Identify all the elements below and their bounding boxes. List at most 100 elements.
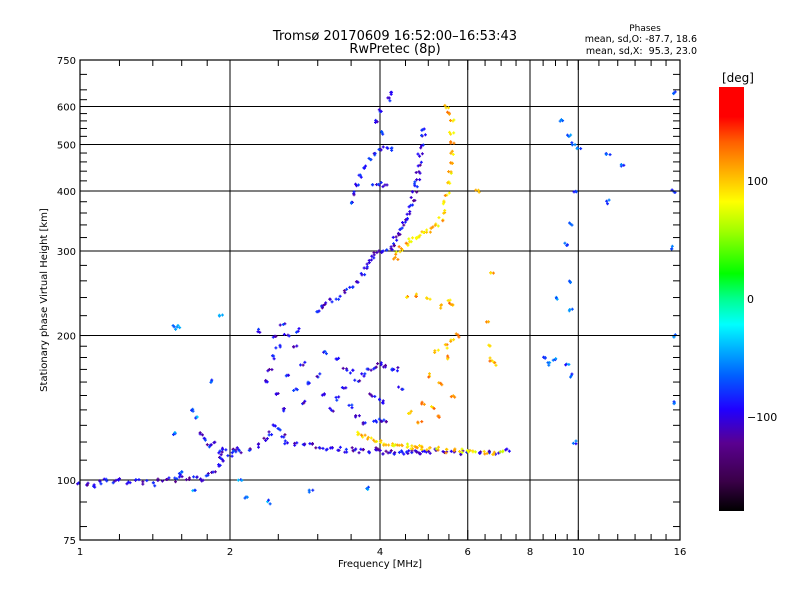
data-point bbox=[303, 360, 307, 364]
data-point bbox=[672, 400, 676, 404]
data-point bbox=[383, 363, 387, 367]
data-point bbox=[396, 231, 400, 235]
data-point bbox=[442, 199, 446, 203]
data-point bbox=[418, 233, 422, 237]
data-point bbox=[365, 487, 369, 491]
data-point bbox=[360, 433, 364, 437]
data-point bbox=[283, 433, 287, 437]
data-point bbox=[409, 196, 413, 200]
series-high-frequency-sparse-echoes bbox=[542, 90, 677, 446]
data-point bbox=[328, 297, 332, 301]
data-point bbox=[574, 442, 578, 446]
data-point bbox=[278, 323, 282, 327]
data-point bbox=[488, 359, 492, 363]
data-point bbox=[416, 420, 420, 424]
data-point bbox=[230, 451, 234, 455]
data-point bbox=[419, 146, 423, 150]
data-point bbox=[449, 151, 453, 155]
data-point bbox=[605, 199, 609, 203]
data-point bbox=[318, 372, 322, 376]
data-point bbox=[324, 448, 328, 452]
data-point bbox=[272, 354, 276, 358]
data-point bbox=[430, 405, 434, 409]
data-point bbox=[384, 420, 388, 424]
data-point bbox=[418, 444, 422, 448]
data-point bbox=[209, 443, 213, 447]
data-point bbox=[282, 409, 286, 413]
data-point bbox=[410, 449, 414, 453]
data-point bbox=[230, 454, 234, 458]
data-point bbox=[392, 257, 396, 261]
data-point bbox=[446, 354, 450, 358]
data-point bbox=[359, 447, 363, 451]
data-point bbox=[354, 414, 358, 418]
data-point bbox=[294, 330, 298, 334]
data-point bbox=[293, 441, 297, 445]
data-point bbox=[446, 110, 450, 114]
data-point bbox=[203, 438, 207, 442]
data-point bbox=[368, 392, 372, 396]
data-point bbox=[413, 449, 417, 453]
legend-line-o: mean, sd,O: -87.7, 18.6 bbox=[585, 34, 697, 45]
data-point bbox=[298, 363, 302, 367]
data-point bbox=[436, 224, 440, 228]
x-axis-label: Frequency [MHz] bbox=[338, 559, 422, 570]
data-point bbox=[404, 241, 408, 245]
data-point bbox=[363, 372, 367, 376]
data-point bbox=[377, 417, 381, 421]
data-point bbox=[165, 478, 169, 482]
data-point bbox=[608, 153, 612, 157]
data-point bbox=[381, 401, 385, 405]
data-point bbox=[446, 357, 450, 361]
data-point bbox=[387, 443, 391, 447]
data-point bbox=[350, 406, 354, 410]
data-point bbox=[554, 357, 558, 361]
data-point bbox=[285, 441, 289, 445]
data-point bbox=[392, 444, 396, 448]
data-point bbox=[360, 273, 364, 277]
data-point bbox=[448, 130, 452, 134]
data-point bbox=[381, 249, 385, 253]
x-tick-label: 10 bbox=[572, 547, 585, 558]
data-point bbox=[224, 448, 228, 452]
data-point bbox=[565, 244, 569, 248]
x-tick-label: 2 bbox=[227, 547, 233, 558]
data-point bbox=[449, 449, 453, 453]
data-point bbox=[397, 385, 401, 389]
colorbar: [deg] 100 0 −100 bbox=[719, 71, 777, 511]
data-point bbox=[619, 163, 623, 167]
data-point bbox=[415, 178, 419, 182]
data-point bbox=[427, 375, 431, 379]
data-point bbox=[482, 449, 486, 453]
data-point bbox=[283, 442, 287, 446]
data-point bbox=[274, 346, 278, 350]
data-point bbox=[220, 450, 224, 454]
data-point bbox=[317, 446, 321, 450]
data-point bbox=[489, 271, 493, 275]
data-point bbox=[399, 247, 403, 251]
data-point bbox=[622, 163, 626, 167]
y-tick-label: 300 bbox=[57, 247, 76, 258]
data-point bbox=[303, 442, 307, 446]
data-point bbox=[174, 480, 178, 484]
data-point bbox=[406, 444, 410, 448]
data-point bbox=[377, 249, 381, 253]
data-point bbox=[199, 477, 203, 481]
data-point bbox=[257, 445, 261, 449]
data-point bbox=[433, 223, 437, 227]
colorbar-tick-label: 0 bbox=[747, 293, 754, 306]
series-o-mode-f2-trace bbox=[315, 127, 427, 314]
data-point bbox=[670, 247, 674, 251]
data-point bbox=[315, 374, 319, 378]
data-point bbox=[205, 443, 209, 447]
data-point bbox=[569, 133, 573, 137]
colorbar-label: [deg] bbox=[722, 71, 754, 85]
data-point bbox=[445, 346, 449, 350]
data-point bbox=[366, 437, 370, 441]
data-point bbox=[267, 433, 271, 437]
data-point bbox=[415, 190, 419, 194]
data-point bbox=[607, 198, 611, 202]
data-point bbox=[324, 301, 328, 305]
data-point bbox=[418, 178, 422, 182]
data-point bbox=[303, 399, 307, 403]
